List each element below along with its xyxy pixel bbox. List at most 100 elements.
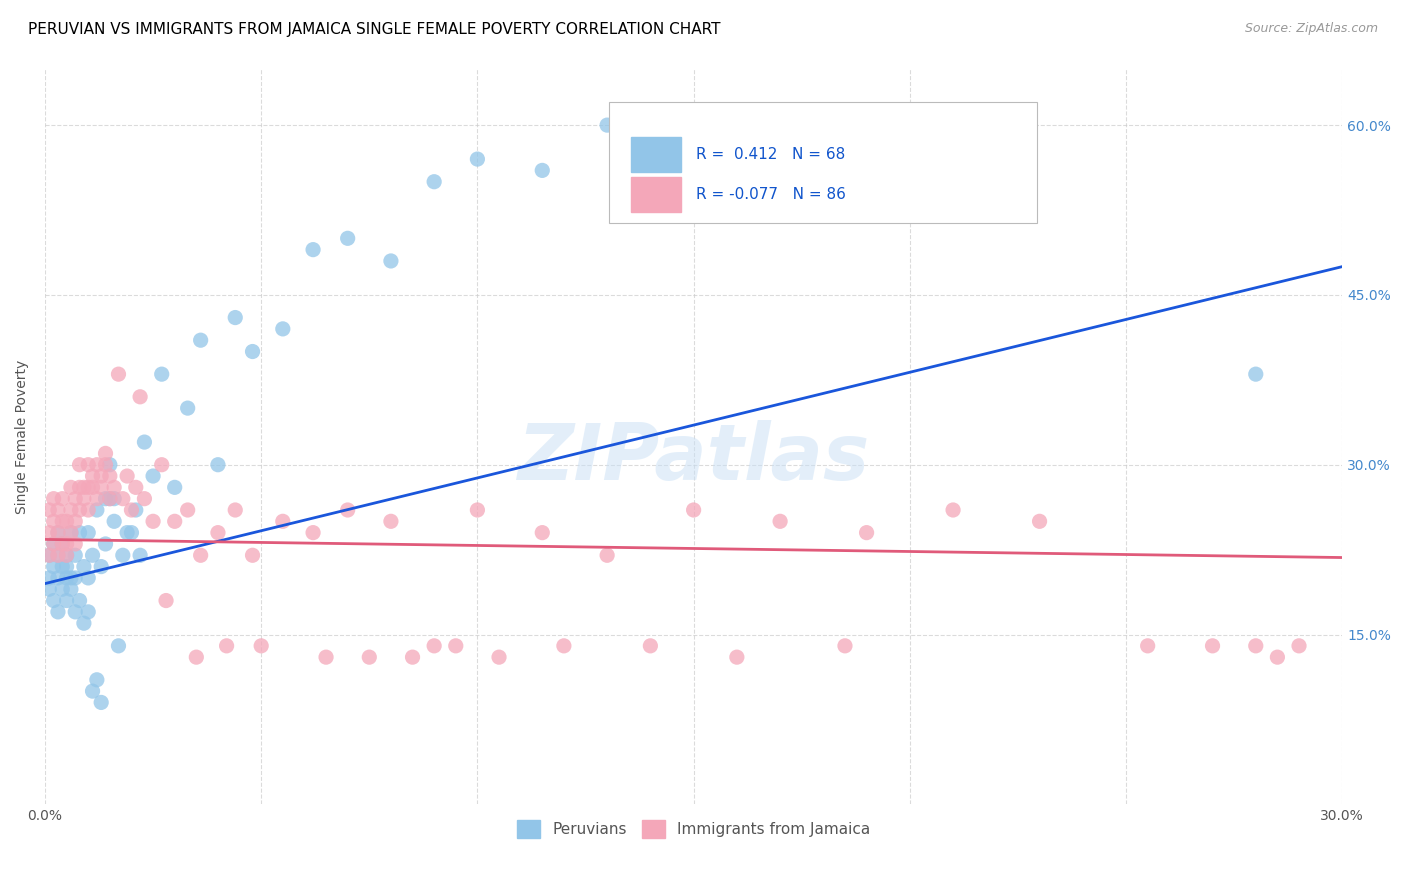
Point — [134, 435, 156, 450]
Point — [55, 549, 77, 563]
Point — [98, 491, 121, 506]
Point — [73, 559, 96, 574]
Point — [42, 537, 65, 551]
Point — [86, 491, 108, 506]
Point — [163, 514, 186, 528]
Point — [38, 503, 60, 517]
Point — [55, 549, 77, 563]
Text: PERUVIAN VS IMMIGRANTS FROM JAMAICA SINGLE FEMALE POVERTY CORRELATION CHART: PERUVIAN VS IMMIGRANTS FROM JAMAICA SING… — [28, 22, 721, 37]
Point — [1201, 639, 1223, 653]
Point — [90, 695, 112, 709]
Point — [380, 254, 402, 268]
Point — [69, 525, 91, 540]
Point — [115, 525, 138, 540]
Point — [640, 639, 662, 653]
Point — [51, 514, 73, 528]
Point — [59, 571, 82, 585]
Point — [65, 514, 87, 528]
Point — [90, 559, 112, 574]
Point — [55, 593, 77, 607]
Point — [207, 458, 229, 472]
Point — [271, 514, 294, 528]
Point — [190, 333, 212, 347]
Point — [834, 197, 856, 211]
Point — [42, 593, 65, 607]
Point — [271, 322, 294, 336]
Point — [120, 525, 142, 540]
Point — [250, 639, 273, 653]
Point — [242, 344, 264, 359]
Point — [51, 537, 73, 551]
Point — [77, 480, 100, 494]
Point — [82, 469, 104, 483]
Point — [86, 458, 108, 472]
Point — [51, 491, 73, 506]
Point — [176, 401, 198, 416]
Point — [90, 469, 112, 483]
Point — [1244, 639, 1267, 653]
Point — [42, 491, 65, 506]
Point — [120, 503, 142, 517]
Point — [467, 503, 489, 517]
Point — [51, 582, 73, 597]
Point — [65, 549, 87, 563]
Point — [42, 559, 65, 574]
Point — [46, 605, 69, 619]
Point — [103, 514, 125, 528]
Point — [42, 537, 65, 551]
Point — [163, 480, 186, 494]
Point — [46, 571, 69, 585]
Point — [315, 650, 337, 665]
Point — [69, 480, 91, 494]
Point — [65, 605, 87, 619]
Point — [103, 480, 125, 494]
Point — [125, 480, 148, 494]
Point — [77, 503, 100, 517]
Point — [82, 684, 104, 698]
Point — [224, 503, 246, 517]
Point — [55, 514, 77, 528]
Point — [103, 491, 125, 506]
Point — [834, 639, 856, 653]
Point — [59, 525, 82, 540]
Point — [98, 458, 121, 472]
Y-axis label: Single Female Poverty: Single Female Poverty — [15, 359, 30, 514]
Point — [77, 525, 100, 540]
Point — [42, 514, 65, 528]
Point — [38, 571, 60, 585]
Text: R =  0.412   N = 68: R = 0.412 N = 68 — [696, 147, 845, 161]
Point — [336, 503, 359, 517]
Point — [186, 650, 208, 665]
Point — [65, 491, 87, 506]
Point — [336, 231, 359, 245]
Point — [150, 458, 173, 472]
Point — [1028, 514, 1050, 528]
Point — [596, 118, 619, 132]
Point — [942, 503, 965, 517]
Point — [531, 163, 554, 178]
Point — [77, 458, 100, 472]
Point — [142, 469, 165, 483]
Point — [98, 491, 121, 506]
Point — [51, 537, 73, 551]
Point — [215, 639, 238, 653]
Point — [423, 639, 446, 653]
Point — [51, 559, 73, 574]
Point — [86, 503, 108, 517]
Point — [531, 525, 554, 540]
Point — [65, 571, 87, 585]
Point — [65, 537, 87, 551]
Point — [488, 650, 510, 665]
Point — [77, 571, 100, 585]
Point — [38, 525, 60, 540]
Point — [107, 367, 129, 381]
Point — [69, 458, 91, 472]
Point — [111, 491, 134, 506]
Point — [55, 571, 77, 585]
Point — [444, 639, 467, 653]
FancyBboxPatch shape — [609, 102, 1038, 223]
Point — [38, 549, 60, 563]
Point — [46, 525, 69, 540]
Point — [59, 582, 82, 597]
Point — [69, 503, 91, 517]
